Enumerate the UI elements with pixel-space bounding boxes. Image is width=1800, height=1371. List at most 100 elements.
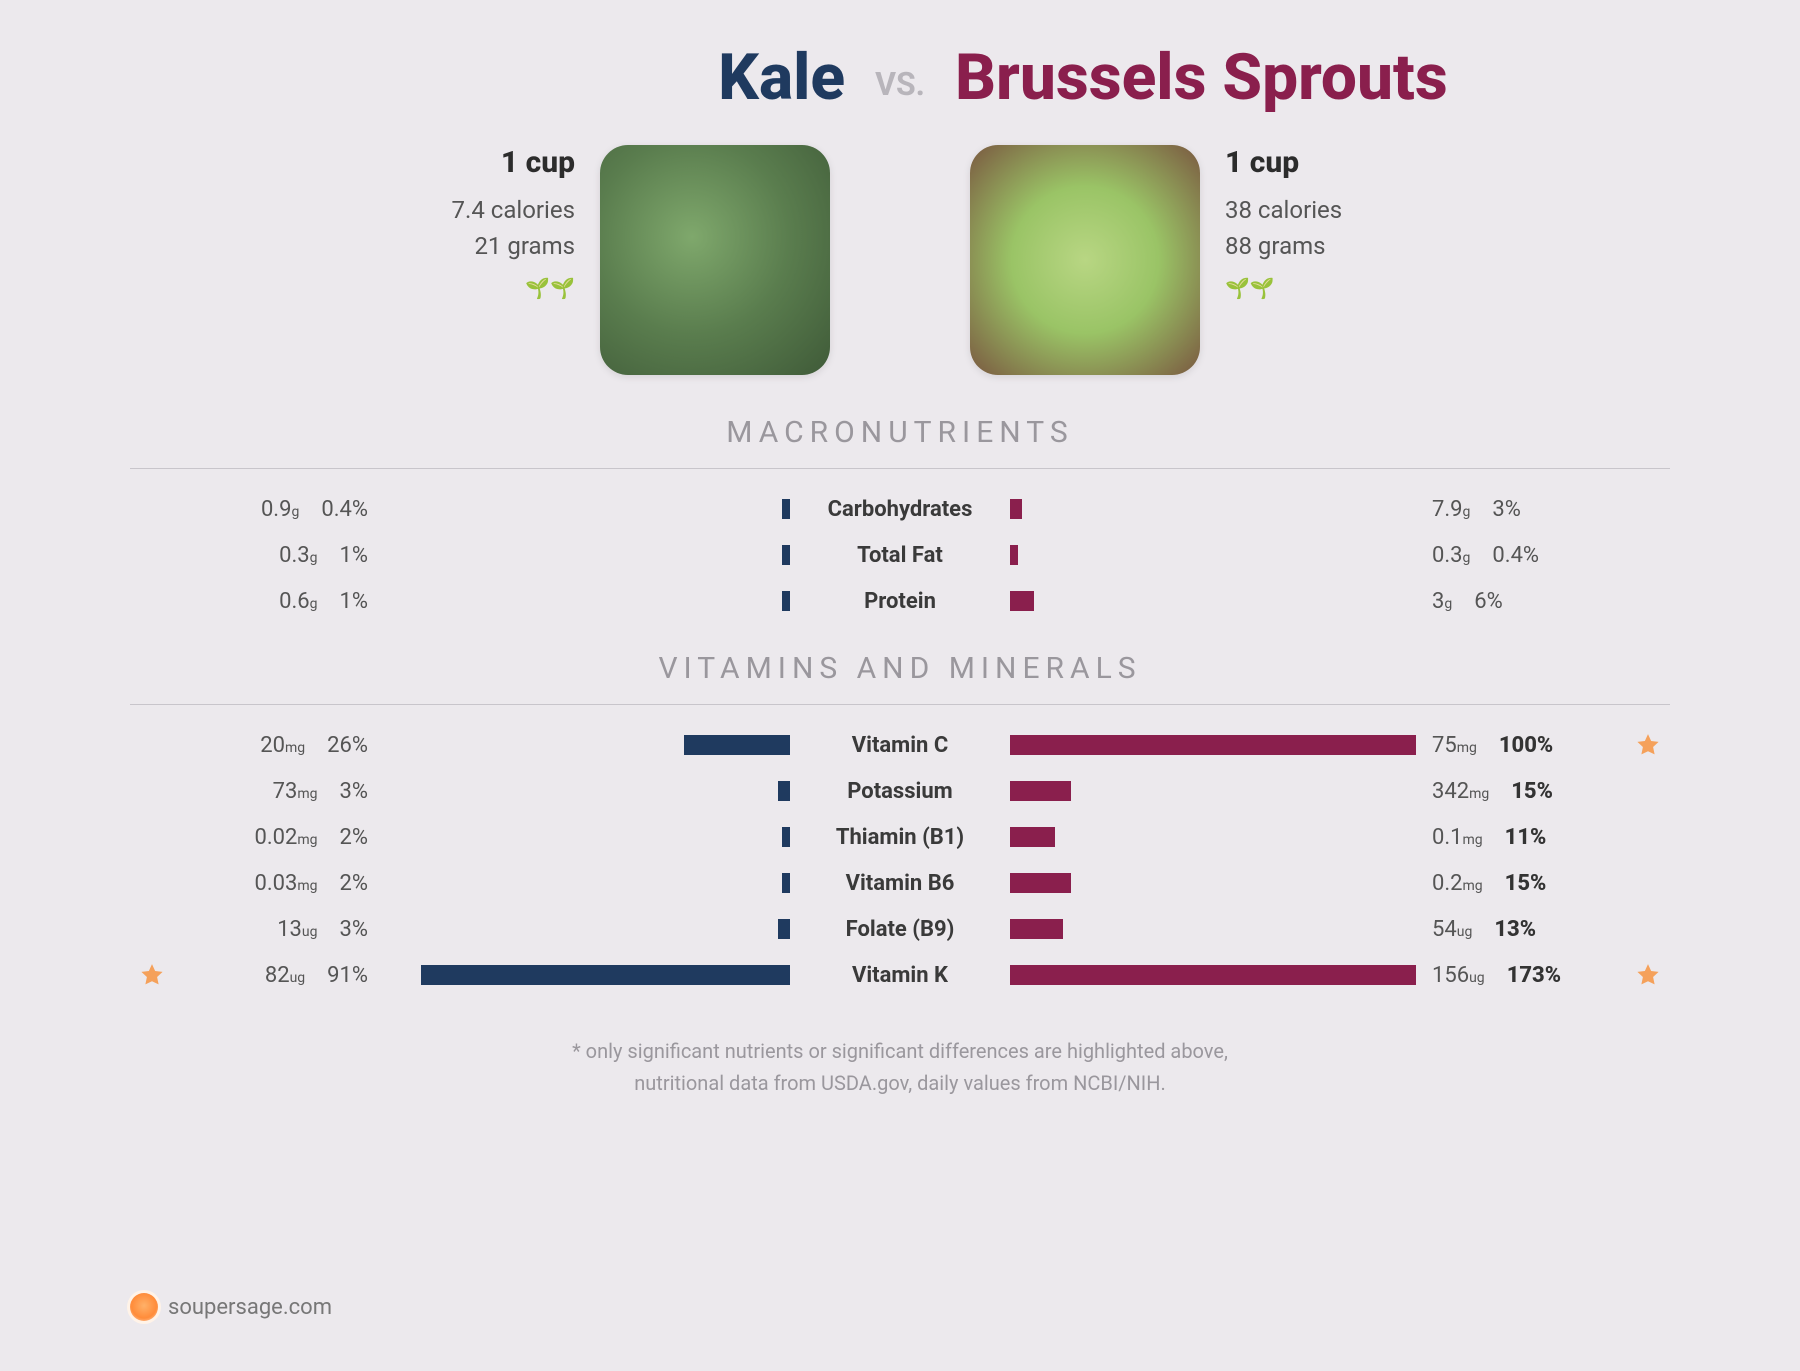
right-food-block: 1 cup 38 calories 88 grams 🌱🌱: [970, 145, 1395, 375]
left-bar-container: [384, 863, 790, 903]
percent: 15%: [1511, 779, 1553, 804]
right-value: 342mg15%: [1416, 779, 1626, 804]
percent: 3%: [1492, 497, 1520, 522]
food-info-row: 1 cup 7.4 calories 21 grams 🌱🌱 1 cup 38 …: [130, 145, 1670, 375]
footnote: * only significant nutrients or signific…: [130, 1035, 1670, 1099]
header-row: Kale VS. Brussels Sprouts: [130, 40, 1670, 115]
bar-area: Carbohydrates: [384, 489, 1416, 529]
bar-area: Protein: [384, 581, 1416, 621]
left-calories: 7.4 calories: [452, 196, 575, 224]
left-bar-container: [384, 909, 790, 949]
percent: 11%: [1505, 825, 1547, 850]
amount: 0.2mg: [1432, 871, 1483, 896]
left-value: 20mg26%: [174, 733, 384, 758]
unit: mg: [1469, 786, 1489, 802]
left-bar: [782, 545, 790, 565]
star-icon: [1635, 732, 1661, 758]
amount: 0.1mg: [1432, 825, 1483, 850]
nutrient-row: 0.03mg2%Vitamin B60.2mg15%: [130, 863, 1670, 903]
bar-area: Thiamin (B1): [384, 817, 1416, 857]
nutrient-label: Folate (B9): [790, 917, 1010, 942]
left-value: 0.9g0.4%: [174, 497, 384, 522]
nutrient-label: Thiamin (B1): [790, 825, 1010, 850]
percent: 100%: [1499, 733, 1553, 758]
percent: 13%: [1494, 917, 1536, 942]
infographic-container: Kale VS. Brussels Sprouts 1 cup 7.4 calo…: [130, 40, 1670, 1099]
left-value: 0.02mg 2%: [174, 825, 384, 850]
right-bar: [1010, 591, 1034, 611]
amount: 0.03mg: [254, 871, 317, 896]
left-value: 82ug91%: [174, 963, 384, 988]
right-value: 7.9g 3%: [1416, 497, 1626, 522]
percent: 3%: [340, 779, 368, 804]
percent: 2%: [340, 825, 368, 850]
nutrient-row: 73mg3%Potassium342mg15%: [130, 771, 1670, 811]
nutrient-row: 0.3g1%Total Fat0.3g0.4%: [130, 535, 1670, 575]
nutrient-label: Vitamin C: [790, 733, 1010, 758]
unit: mg: [297, 878, 317, 894]
nutrient-label: Protein: [790, 589, 1010, 614]
unit: g: [291, 504, 299, 520]
left-bar-container: [384, 725, 790, 765]
left-food-block: 1 cup 7.4 calories 21 grams 🌱🌱: [405, 145, 830, 375]
nutrient-row: 0.02mg 2% Thiamin (B1) 0.1mg 11%: [130, 817, 1670, 857]
nutrient-label: Carbohydrates: [790, 497, 1010, 522]
amount: 0.3g: [279, 543, 317, 568]
right-value: 3g6%: [1416, 589, 1626, 614]
percent: 6%: [1474, 589, 1502, 614]
nutrient-row: 20mg26% Vitamin C 75mg 100%: [130, 725, 1670, 765]
right-bar-container: [1010, 863, 1416, 903]
amount: 20mg: [260, 733, 305, 758]
right-food-title: Brussels Sprouts: [955, 40, 1670, 115]
bar-area: Vitamin C: [384, 725, 1416, 765]
right-bar: [1010, 919, 1063, 939]
left-bar-container: [384, 489, 790, 529]
amount: 82ug: [265, 963, 305, 988]
star-slot: [130, 962, 174, 988]
right-bar-container: [1010, 955, 1416, 995]
nutrient-row: 0.9g0.4% Carbohydrates 7.9g 3%: [130, 489, 1670, 529]
left-bar-container: [384, 955, 790, 995]
right-bar-container: [1010, 725, 1416, 765]
left-bar: [778, 919, 790, 939]
right-bar-container: [1010, 581, 1416, 621]
amount: 156ug: [1432, 963, 1485, 988]
amount: 75mg: [1432, 733, 1477, 758]
unit: g: [1463, 550, 1471, 566]
nutrient-row: 0.6g1% Protein 3g6%: [130, 581, 1670, 621]
right-bar-container: [1010, 817, 1416, 857]
amount: 0.02mg: [254, 825, 317, 850]
right-bar-container: [1010, 535, 1416, 575]
unit: ug: [1469, 970, 1485, 986]
left-bar: [421, 965, 790, 985]
right-bar-container: [1010, 771, 1416, 811]
unit: mg: [1457, 740, 1477, 756]
amount: 7.9g: [1432, 497, 1470, 522]
footnote-line: * only significant nutrients or signific…: [130, 1035, 1670, 1067]
brand-logo-icon: [130, 1293, 158, 1321]
right-calories: 38 calories: [1225, 196, 1342, 224]
percent: 173%: [1507, 963, 1561, 988]
unit: ug: [290, 970, 306, 986]
bar-area: Folate (B9): [384, 909, 1416, 949]
amount: 0.6g: [279, 589, 317, 614]
unit: g: [310, 596, 318, 612]
percent: 2%: [340, 871, 368, 896]
nutrient-label: Total Fat: [790, 543, 1010, 568]
left-food-stats: 1 cup 7.4 calories 21 grams 🌱🌱: [405, 145, 575, 300]
right-value: 156ug 173%: [1416, 963, 1626, 988]
percent: 0.4%: [1492, 543, 1539, 568]
vitamins-section-title: VITAMINS AND MINERALS: [130, 651, 1670, 686]
right-bar: [1010, 827, 1055, 847]
right-bar: [1010, 545, 1018, 565]
unit: mg: [285, 740, 305, 756]
bar-area: Total Fat: [384, 535, 1416, 575]
unit: ug: [1457, 924, 1473, 940]
right-bar: [1010, 499, 1022, 519]
left-bar-container: [384, 771, 790, 811]
divider: [130, 468, 1670, 469]
left-value: 0.6g1%: [174, 589, 384, 614]
left-bar: [778, 781, 790, 801]
brand-text: soupersage.com: [168, 1295, 332, 1320]
left-bar: [782, 873, 790, 893]
